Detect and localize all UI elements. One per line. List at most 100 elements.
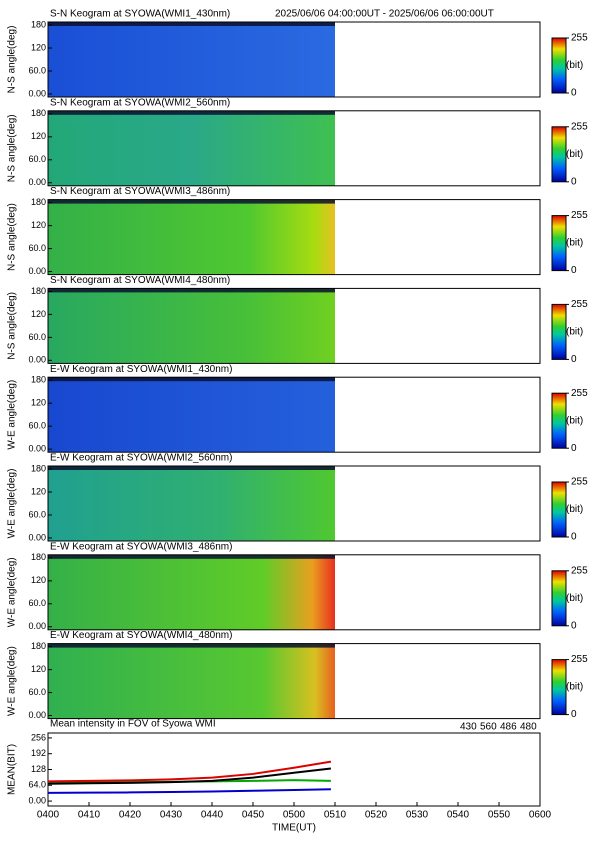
y-tick-label: 120: [31, 220, 46, 230]
y-tick-label: 180: [31, 552, 46, 562]
colorbar: [551, 481, 567, 538]
x-tick-label: 0520: [365, 810, 388, 821]
series-line: [47, 767, 332, 785]
no-data-band: [48, 22, 335, 26]
colorbar-tick-label: 255: [571, 565, 588, 576]
colorbar-tick-label: 0: [571, 354, 577, 365]
y-tick-label: 0.00: [28, 444, 46, 454]
keogram-image: [48, 554, 335, 630]
colorbar-tick-label: 0: [571, 443, 577, 454]
colorbar: [551, 659, 567, 716]
y-axis-label: W-E angle(deg): [7, 469, 18, 539]
y-axis-label: N-S angle(deg): [7, 114, 18, 182]
frame: [47, 465, 541, 542]
colorbar-tick-label: 0: [571, 88, 577, 99]
y-axis-label: N-S angle(deg): [7, 203, 18, 271]
colorbar-label: (bit): [566, 60, 583, 71]
keogram-image: [48, 22, 335, 97]
legend-entry: 560: [480, 722, 497, 733]
colorbar-tick-label: 255: [571, 654, 588, 665]
no-data-band: [48, 377, 335, 382]
y-tick-label: 60.0: [28, 243, 46, 253]
y-tick-label: 120: [31, 575, 46, 585]
colorbar-tick-label: 255: [571, 210, 588, 221]
y-tick-label: 0.00: [28, 710, 46, 720]
keogram-image: [48, 377, 335, 453]
colorbar-label: (bit): [566, 149, 583, 160]
no-data-band: [48, 110, 335, 115]
frame: [47, 110, 541, 187]
colorbar: [551, 303, 567, 360]
y-tick-label: 60.0: [28, 598, 46, 608]
panel-title: E-W Keogram at SYOWA(WMI4_480nm): [50, 630, 232, 641]
y-tick-label: 180: [31, 286, 46, 296]
panel-title: S-N Keogram at SYOWA(WMI2_560nm): [50, 97, 230, 108]
x-tick-label: 0540: [447, 810, 470, 821]
legend-entry: 480: [520, 722, 537, 733]
x-tick-label: 0500: [283, 810, 306, 821]
frame: [47, 199, 541, 276]
y-axis-label: MEAN(BIT): [7, 744, 18, 795]
y-tick-label: 120: [31, 309, 46, 319]
x-tick-label: 0450: [242, 810, 265, 821]
colorbar: [551, 37, 567, 94]
y-tick-label: 180: [31, 463, 46, 473]
y-tick-label: 180: [31, 108, 46, 118]
colorbar-tick-label: 255: [571, 388, 588, 399]
colorbar-label: (bit): [566, 593, 583, 604]
y-axis-label: N-S angle(deg): [7, 292, 18, 360]
panel-title: S-N Keogram at SYOWA(WMI3_486nm): [50, 186, 230, 197]
series-line: [47, 788, 331, 794]
y-tick-label: 256: [31, 732, 46, 742]
panel-title: E-W Keogram at SYOWA(WMI3_486nm): [50, 541, 232, 552]
keogram-image: [48, 288, 335, 364]
y-tick-label: 120: [31, 131, 46, 141]
no-data-band: [48, 288, 335, 293]
panel-title: E-W Keogram at SYOWA(WMI2_560nm): [50, 453, 232, 464]
colorbar-tick-label: 255: [571, 33, 588, 44]
y-tick-label: 64.0: [28, 780, 46, 790]
y-tick-label: 0.00: [28, 532, 46, 542]
keogram-image: [48, 110, 335, 186]
panel-title: S-N Keogram at SYOWA(WMI4_480nm): [50, 275, 230, 286]
y-tick-label: 180: [31, 375, 46, 385]
y-tick-label: 60.0: [28, 421, 46, 431]
frame: [47, 643, 541, 720]
x-tick-label: 0510: [324, 810, 347, 821]
x-tick-label: 0420: [119, 810, 142, 821]
y-tick-label: 180: [31, 641, 46, 651]
y-tick-label: 60.0: [28, 509, 46, 519]
y-tick-label: 60.0: [28, 154, 46, 164]
panel-title: Mean intensity in FOV of Syowa WMI: [50, 719, 216, 730]
y-tick-label: 0.00: [28, 355, 46, 365]
no-data-band: [48, 643, 335, 648]
colorbar-tick-label: 0: [571, 265, 577, 276]
colorbar-label: (bit): [566, 238, 583, 249]
y-axis-label: W-E angle(deg): [7, 380, 18, 450]
colorbar-tick-label: 0: [571, 709, 577, 720]
panel-title: E-W Keogram at SYOWA(WMI1_430nm): [50, 364, 232, 375]
colorbar-tick-label: 255: [571, 477, 588, 488]
y-tick-label: 60.0: [28, 332, 46, 342]
colorbar: [551, 215, 567, 272]
y-tick-label: 0.00: [28, 795, 46, 805]
x-tick-label: 0410: [78, 810, 101, 821]
x-tick-label: 0600: [529, 810, 552, 821]
y-tick-label: 192: [31, 748, 46, 758]
colorbar-tick-label: 0: [571, 620, 577, 631]
colorbar-label: (bit): [566, 504, 583, 515]
x-axis-label: TIME(UT): [272, 823, 316, 834]
keogram-image: [48, 643, 335, 719]
keogram-image: [48, 466, 335, 541]
y-axis-label: W-E angle(deg): [7, 646, 18, 716]
no-data-band: [48, 466, 335, 470]
y-tick-label: 120: [31, 42, 46, 52]
colorbar-label: (bit): [566, 415, 583, 426]
legend-entry: 486: [500, 722, 517, 733]
colorbar-tick-label: 255: [571, 121, 588, 132]
frame: [47, 732, 541, 807]
x-tick-label: 0440: [201, 810, 224, 821]
frame: [47, 21, 541, 98]
legend-entry: 430: [460, 722, 477, 733]
